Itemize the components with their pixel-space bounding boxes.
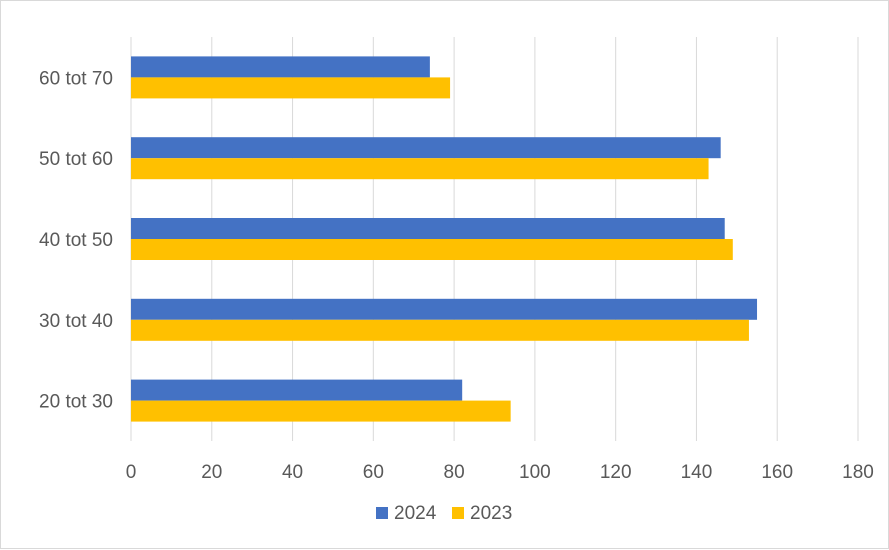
x-tick-label: 120 bbox=[600, 462, 632, 483]
x-tick-label: 80 bbox=[444, 462, 465, 483]
x-tick-label: 100 bbox=[519, 462, 551, 483]
x-tick-label: 180 bbox=[842, 462, 874, 483]
x-tick-label: 0 bbox=[126, 462, 137, 483]
bar bbox=[131, 298, 758, 320]
x-tick-label: 40 bbox=[282, 462, 303, 483]
category-label: 60 tot 70 bbox=[39, 68, 113, 89]
x-tick-label: 160 bbox=[761, 462, 793, 483]
legend-swatch bbox=[452, 507, 464, 519]
bar bbox=[131, 239, 733, 260]
category-label: 30 tot 40 bbox=[39, 311, 113, 332]
bar bbox=[131, 77, 451, 99]
category-label: 40 tot 50 bbox=[39, 230, 113, 251]
bar bbox=[131, 56, 430, 78]
category-label: 50 tot 60 bbox=[39, 149, 113, 170]
bar bbox=[131, 400, 511, 422]
bar bbox=[131, 379, 463, 401]
legend-label: 2023 bbox=[470, 503, 512, 524]
x-tick-label: 60 bbox=[363, 462, 384, 483]
x-tick-label: 20 bbox=[201, 462, 222, 483]
x-tick-label: 140 bbox=[681, 462, 713, 483]
legend-label: 2024 bbox=[394, 503, 437, 524]
bar bbox=[131, 158, 709, 180]
bar bbox=[131, 319, 749, 341]
bar bbox=[131, 218, 725, 239]
category-label: 20 tot 30 bbox=[39, 392, 113, 413]
bar bbox=[131, 137, 721, 159]
legend-swatch bbox=[376, 507, 388, 519]
